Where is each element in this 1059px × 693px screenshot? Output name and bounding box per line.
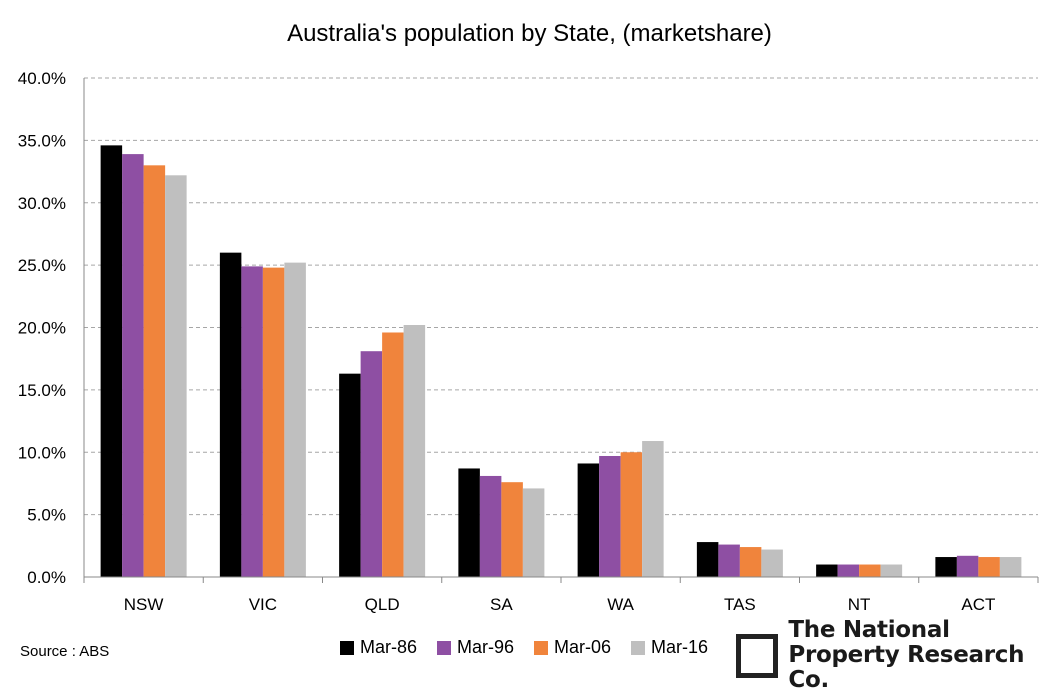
bar — [122, 154, 144, 577]
x-tick-label: ACT — [961, 595, 995, 614]
bar — [880, 564, 903, 577]
x-tick-label: VIC — [249, 595, 277, 614]
y-tick-label: 0.0% — [27, 568, 66, 587]
legend-swatch — [340, 640, 354, 655]
bar — [284, 262, 306, 577]
bar — [859, 564, 881, 577]
legend-item: Mar-06 — [534, 637, 611, 658]
bar — [479, 475, 502, 577]
bar — [458, 468, 480, 577]
legend-swatch — [631, 640, 646, 655]
bar — [761, 549, 783, 577]
legend-label: Mar-16 — [651, 637, 709, 657]
bar — [339, 373, 361, 577]
legend-item: Mar-96 — [437, 637, 514, 658]
bar — [219, 252, 242, 577]
legend-label: Mar-06 — [554, 637, 612, 657]
y-tick-label: 20.0% — [18, 319, 66, 338]
logo-line-1: The National — [788, 617, 950, 643]
bar — [360, 351, 383, 577]
brand-logo: The National Property Research Co. — [736, 618, 1059, 693]
bar — [143, 165, 166, 577]
bar — [501, 482, 523, 577]
bar — [935, 557, 957, 577]
y-tick-label: 15.0% — [18, 381, 66, 400]
legend-item: Mar-86 — [340, 637, 417, 658]
bar — [577, 463, 600, 577]
x-tick-label: WA — [607, 595, 634, 614]
logo-text: The National Property Research Co. — [788, 618, 1059, 693]
x-tick-label: SA — [490, 595, 513, 614]
y-tick-label: 25.0% — [18, 256, 66, 275]
y-tick-label: 10.0% — [18, 443, 66, 462]
bar — [642, 441, 664, 577]
bar — [718, 544, 740, 577]
source-note: Source : ABS — [20, 643, 110, 660]
bar — [262, 267, 285, 577]
x-tick-label: NT — [848, 595, 871, 614]
bar — [165, 175, 187, 577]
bar — [978, 557, 1000, 577]
chart-title: Australia's population by State, (market… — [287, 20, 772, 47]
bar — [696, 542, 719, 577]
legend-label: Mar-96 — [457, 637, 515, 657]
bar — [382, 332, 404, 577]
chart-legend: Mar-86 Mar-96 Mar-06 Mar-16 — [340, 637, 708, 658]
bar — [620, 452, 643, 577]
y-tick-label: 35.0% — [18, 131, 66, 150]
bar — [241, 266, 263, 577]
legend-swatch — [437, 640, 452, 655]
x-tick-label: NSW — [124, 595, 164, 614]
x-tick-label: TAS — [724, 595, 756, 614]
bar — [403, 325, 426, 577]
bar — [739, 547, 762, 577]
x-tick-label: QLD — [365, 595, 400, 614]
bar — [522, 488, 545, 577]
legend-swatch — [534, 640, 549, 655]
logo-line-2: Property Research Co. — [788, 642, 1025, 693]
y-tick-label: 40.0% — [18, 69, 66, 88]
bar — [100, 145, 123, 578]
bar — [816, 564, 838, 577]
bar — [599, 455, 621, 577]
legend-item: Mar-16 — [631, 637, 708, 658]
logo-square-icon — [736, 633, 779, 678]
legend-label: Mar-86 — [360, 637, 418, 657]
bar — [956, 555, 979, 577]
bar — [999, 557, 1022, 577]
y-tick-label: 30.0% — [18, 194, 66, 213]
y-tick-label: 5.0% — [27, 506, 66, 525]
bar — [837, 564, 860, 577]
